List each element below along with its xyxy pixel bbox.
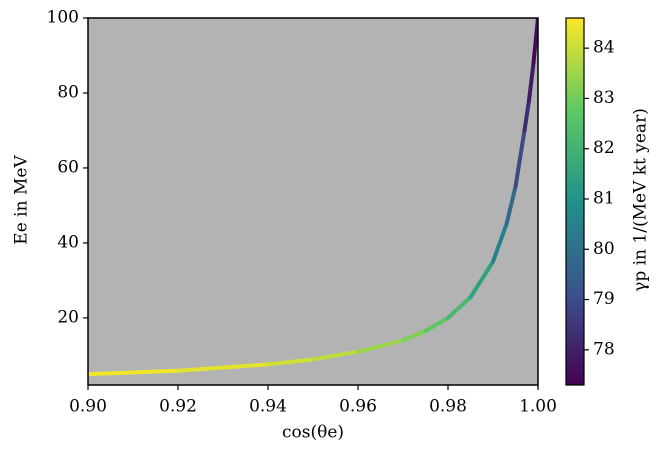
colorbar-tick-label: 79 <box>593 289 615 309</box>
x-tick-label: 0.96 <box>339 397 377 417</box>
y-axis-label: Ee in MeV <box>12 155 32 245</box>
line-segment <box>522 98 531 133</box>
colorbar-label: γp in 1/(MeV kt year) <box>631 108 651 292</box>
line-segment <box>88 368 180 377</box>
x-tick-label: 0.90 <box>69 397 107 417</box>
x-tick-label: 0.94 <box>249 397 287 417</box>
x-axis-label: cos(θe) <box>282 423 344 443</box>
plot-background <box>88 18 538 385</box>
colorbar-tick-label: 78 <box>593 339 615 359</box>
line-segment <box>446 295 473 320</box>
x-tick-label: 1.00 <box>519 397 557 417</box>
line-segment <box>356 338 405 354</box>
line-segment <box>401 329 428 343</box>
line-segment <box>491 222 509 264</box>
colorbar-tick-label: 82 <box>593 138 615 158</box>
line-series <box>88 18 538 377</box>
line-segment <box>468 259 495 300</box>
y-tick-label: 40 <box>57 232 79 252</box>
y-tick-label: 60 <box>57 157 79 177</box>
plot-frame <box>87 17 539 386</box>
colorbar-tick-label: 81 <box>593 188 615 208</box>
colorbar-tick-label: 80 <box>593 239 615 259</box>
x-tick-label: 0.92 <box>159 397 197 417</box>
y-tick-label: 100 <box>47 8 79 28</box>
colorbar-tick-label: 83 <box>593 88 615 108</box>
x-tick-label: 0.98 <box>429 397 467 417</box>
colorbar <box>565 17 585 386</box>
y-tick-label: 80 <box>57 82 79 102</box>
line-segment <box>513 128 527 189</box>
line-segment <box>266 357 315 367</box>
line-segment <box>176 362 270 373</box>
line-segment <box>311 349 360 362</box>
y-tick-label: 20 <box>57 307 79 327</box>
line-segment <box>504 184 518 227</box>
line-segment <box>527 60 536 103</box>
colorbar-tick-label: 84 <box>593 38 615 58</box>
line-segment <box>423 315 450 334</box>
